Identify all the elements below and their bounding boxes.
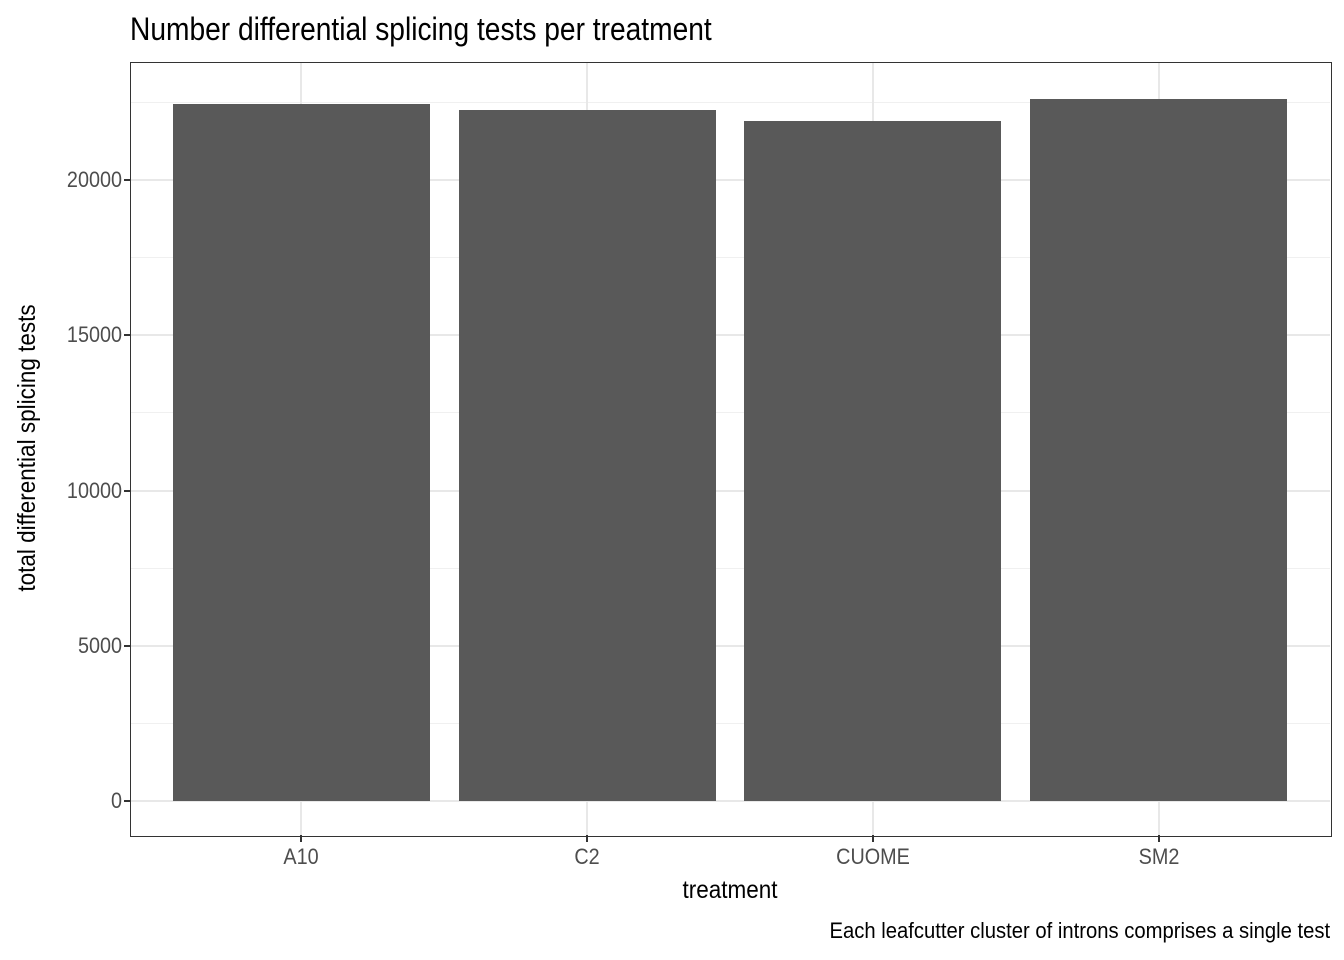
x-tick	[586, 835, 589, 842]
bar	[744, 120, 1002, 802]
y-gridline-minor	[130, 412, 1330, 414]
x-tick-label: A10	[283, 844, 320, 869]
caption: Each leafcutter cluster of introns compr…	[829, 918, 1330, 943]
y-gridline-major	[130, 645, 1330, 648]
y-gridline-minor	[130, 567, 1330, 569]
y-tick-label: 15000	[66, 322, 122, 348]
y-gridline-minor	[130, 257, 1330, 258]
y-tick-label: 0	[110, 788, 122, 814]
y-tick-label: 5000	[77, 633, 122, 659]
y-gridline-major	[130, 178, 1330, 181]
y-gridline-major	[130, 800, 1330, 803]
y-tick-label: 20000	[66, 166, 122, 192]
x-tick-label: C2	[574, 844, 600, 869]
plot-panel	[130, 62, 1330, 835]
y-tick	[124, 800, 130, 803]
bar	[458, 110, 716, 802]
x-tick	[1157, 835, 1160, 842]
y-tick	[124, 178, 130, 181]
y-gridline-minor	[130, 101, 1330, 103]
x-tick	[300, 835, 303, 842]
x-tick	[871, 835, 874, 842]
x-tick-label: CUOME	[835, 844, 910, 869]
y-axis-title: total differential splicing tests	[13, 304, 41, 592]
y-tick	[124, 334, 130, 337]
chart-title: Number differential splicing tests per t…	[130, 11, 712, 47]
y-gridline-major	[130, 489, 1330, 492]
y-gridline-major	[130, 334, 1330, 337]
bar	[1030, 98, 1288, 802]
y-gridline-minor	[130, 723, 1330, 725]
y-tick-label: 10000	[66, 477, 122, 503]
x-tick-label: SM2	[1138, 844, 1179, 869]
bar	[172, 104, 430, 802]
x-axis-title: treatment	[682, 876, 778, 904]
y-tick	[124, 489, 130, 492]
y-tick	[124, 645, 130, 648]
